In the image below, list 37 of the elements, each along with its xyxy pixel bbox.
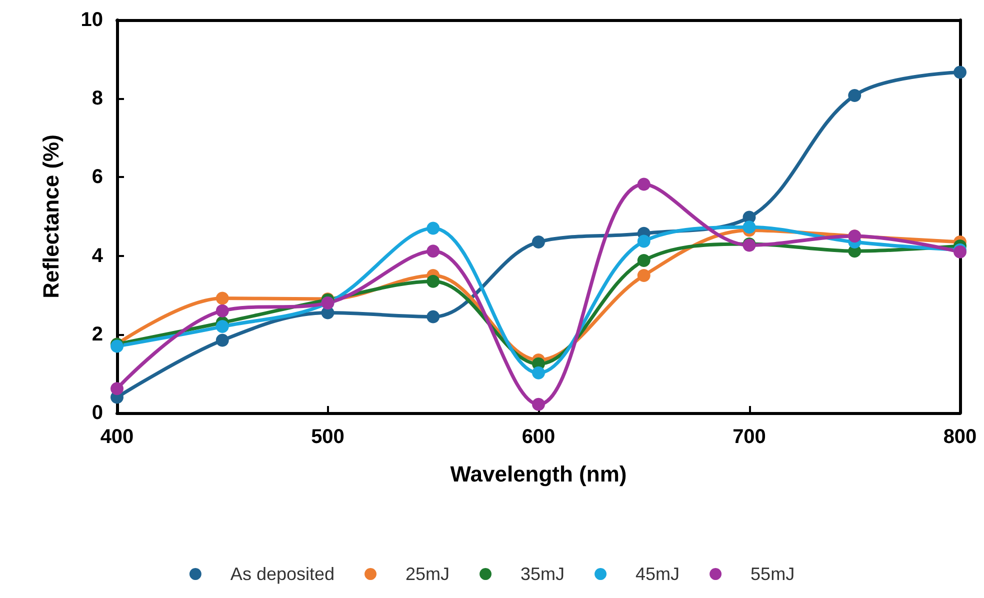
point xyxy=(637,268,650,282)
point xyxy=(532,398,545,411)
y-tick-label: 4 xyxy=(92,244,104,267)
y-tick-label: 8 xyxy=(92,88,103,110)
point xyxy=(426,244,440,258)
x-tick-label: 800 xyxy=(943,426,977,448)
point xyxy=(426,310,440,324)
point xyxy=(954,66,966,79)
y-axis-title: Reflectance (%) xyxy=(38,134,64,298)
point xyxy=(848,88,862,102)
point xyxy=(637,178,650,191)
point xyxy=(426,222,440,235)
point xyxy=(742,220,756,234)
point xyxy=(532,366,545,380)
y-tick-label: 0 xyxy=(92,402,103,424)
point xyxy=(216,334,229,347)
point xyxy=(216,320,229,334)
point xyxy=(216,304,229,318)
legend-label: 45mJ xyxy=(636,564,680,584)
x-tick-label: 500 xyxy=(311,426,344,448)
legend-label: 35mJ xyxy=(520,564,565,584)
point xyxy=(216,292,229,305)
point xyxy=(637,254,650,268)
point xyxy=(426,274,440,288)
legend-label: 55mJ xyxy=(750,564,795,584)
point xyxy=(637,234,650,248)
legend-label: As deposited xyxy=(230,564,335,584)
point xyxy=(110,382,124,396)
x-tick-label: 700 xyxy=(732,426,766,448)
x-axis-title: Wavelength (nm) xyxy=(450,462,627,486)
y-tick-label: 2 xyxy=(92,323,103,346)
y-tick-label: 10 xyxy=(80,9,103,31)
y-tick-label: 6 xyxy=(92,166,103,188)
legend-label: 25mJ xyxy=(406,564,450,584)
point xyxy=(532,236,545,249)
x-tick-label: 600 xyxy=(522,426,556,448)
x-tick-label: 400 xyxy=(100,426,134,448)
